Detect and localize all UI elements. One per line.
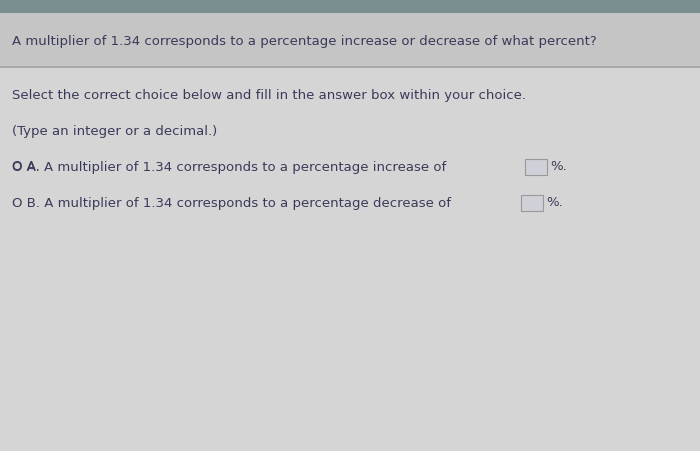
Bar [0, 0, 700, 13]
Text: (Type an integer or a decimal.): (Type an integer or a decimal.) [12, 124, 217, 138]
Text: O A. A multiplier of 1.34 corresponds to a percentage increase of: O A. A multiplier of 1.34 corresponds to… [12, 161, 447, 174]
Bar [0, 66, 700, 451]
Text: %.: %. [546, 197, 563, 210]
Text: A multiplier of 1.34 corresponds to a percentage increase or decrease of what pe: A multiplier of 1.34 corresponds to a pe… [12, 34, 596, 47]
Text: O A.: O A. [12, 161, 40, 174]
FancyBboxPatch shape [521, 195, 543, 211]
Bar [0, 66, 700, 68]
Bar [0, 13, 700, 66]
Text: %.: %. [550, 161, 567, 174]
FancyBboxPatch shape [525, 159, 547, 175]
Text: O B. A multiplier of 1.34 corresponds to a percentage decrease of: O B. A multiplier of 1.34 corresponds to… [12, 197, 451, 210]
Text: Select the correct choice below and fill in the answer box within your choice.: Select the correct choice below and fill… [12, 89, 526, 102]
